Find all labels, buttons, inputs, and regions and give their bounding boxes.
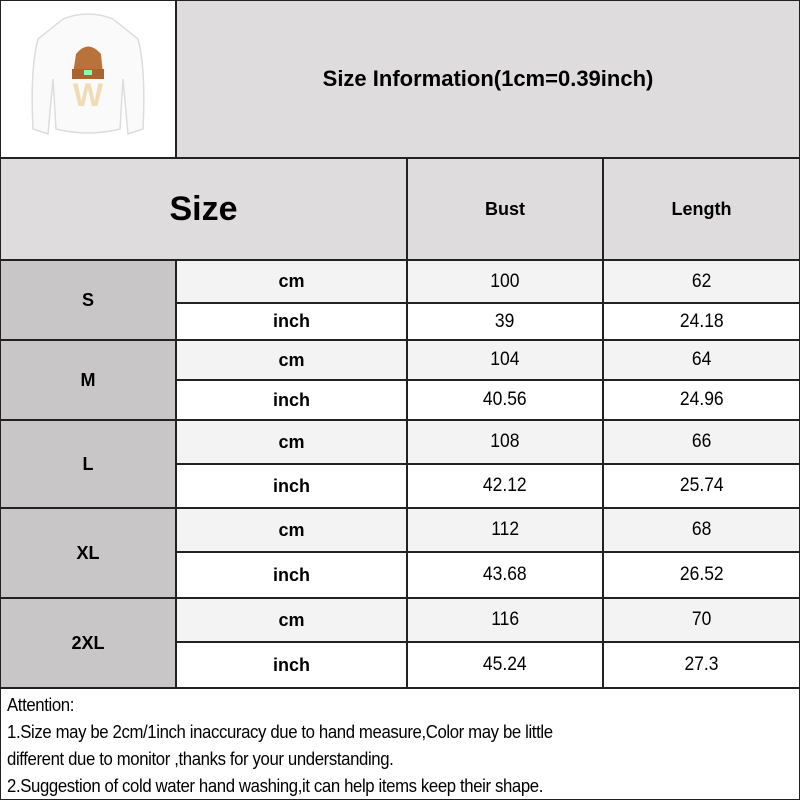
attention-line: 1.Size may be 2cm/1inch inaccuracy due t…	[7, 722, 553, 742]
size-label-text: S	[81, 289, 94, 310]
unit-cell: cm	[176, 340, 407, 380]
length-value: 68	[603, 508, 800, 552]
unit-cell: inch	[176, 642, 407, 688]
length-value: 66	[603, 420, 800, 464]
product-image: W	[0, 0, 176, 158]
size-label: 2XL	[0, 598, 176, 688]
bust-value: 116	[407, 598, 603, 642]
size-label: L	[0, 420, 176, 508]
length-value-text: 24.96	[679, 389, 724, 410]
unit-cell-text: inch	[272, 475, 310, 496]
unit-cell-text: cm	[278, 431, 305, 452]
bust-value: 45.24	[407, 642, 603, 688]
length-value-text: 26.52	[679, 564, 724, 585]
length-value-text: 62	[691, 270, 712, 292]
length-value-text: 64	[691, 349, 712, 370]
length-value-text: 70	[691, 609, 712, 630]
unit-cell: inch	[176, 552, 407, 598]
length-value: 24.18	[603, 303, 800, 340]
unit-cell-text: inch	[272, 654, 310, 675]
bust-value: 104	[407, 340, 603, 380]
length-value-text: 25.74	[679, 475, 724, 496]
unit-cell-text: inch	[272, 389, 310, 410]
unit-cell: cm	[176, 420, 407, 464]
unit-cell: cm	[176, 260, 407, 303]
length-value: 62	[603, 260, 800, 303]
attention-heading: Attention:	[7, 695, 75, 715]
bust-value-text: 39	[495, 310, 515, 332]
size-label: XL	[0, 508, 176, 598]
unit-cell: cm	[176, 508, 407, 552]
size-label-text: 2XL	[71, 632, 105, 653]
unit-cell: inch	[176, 380, 407, 420]
bust-value: 112	[407, 508, 603, 552]
sweatshirt-icon: W	[31, 13, 145, 136]
bust-value: 40.56	[407, 380, 603, 420]
bust-value-text: 112	[491, 519, 519, 540]
length-value: 27.3	[603, 642, 800, 688]
length-value: 25.74	[603, 464, 800, 508]
unit-cell: inch	[176, 303, 407, 340]
bust-value: 108	[407, 420, 603, 464]
header-bust: Bust	[407, 158, 603, 260]
unit-cell: cm	[176, 598, 407, 642]
length-value-text: 66	[691, 431, 712, 452]
bust-value: 43.68	[407, 552, 603, 598]
length-value: 26.52	[603, 552, 800, 598]
length-value-text: 27.3	[684, 654, 719, 675]
size-label-text: XL	[76, 542, 100, 563]
length-value-text: 68	[691, 519, 712, 540]
bust-value: 42.12	[407, 464, 603, 508]
attention-line: 2.Suggestion of cold water hand washing,…	[7, 776, 544, 796]
bust-value-text: 104	[490, 349, 520, 370]
unit-cell-text: cm	[278, 609, 305, 630]
attention-notes: Attention: 1.Size may be 2cm/1inch inacc…	[0, 688, 800, 800]
unit-cell-text: inch	[272, 564, 310, 585]
bust-value: 39	[407, 303, 603, 340]
size-label-text: M	[80, 369, 96, 390]
length-value: 64	[603, 340, 800, 380]
page-title: Size Information(1cm=0.39inch)	[176, 0, 800, 158]
header-size: Size	[0, 158, 407, 260]
bust-value-text: 45.24	[483, 654, 527, 675]
unit-cell: inch	[176, 464, 407, 508]
length-value-text: 24.18	[679, 310, 724, 332]
attention-line: different due to monitor ,thanks for you…	[7, 749, 394, 769]
size-label: S	[0, 260, 176, 340]
bust-value-text: 42.12	[483, 475, 527, 496]
bust-value-text: 108	[490, 431, 520, 452]
length-value: 70	[603, 598, 800, 642]
unit-cell-text: cm	[278, 349, 305, 370]
bust-value-text: 116	[491, 609, 519, 630]
bust-value: 100	[407, 260, 603, 303]
bust-value-text: 40.56	[483, 389, 527, 410]
header-length: Length	[603, 158, 800, 260]
unit-cell-text: inch	[272, 311, 310, 331]
bust-value-text: 100	[490, 270, 520, 292]
bust-value-text: 43.68	[483, 564, 527, 585]
size-label-text: L	[82, 453, 94, 474]
size-label: M	[0, 340, 176, 420]
unit-cell-text: cm	[278, 519, 305, 540]
length-value: 24.96	[603, 380, 800, 420]
unit-cell-text: cm	[278, 271, 305, 291]
svg-text:W: W	[73, 77, 104, 113]
